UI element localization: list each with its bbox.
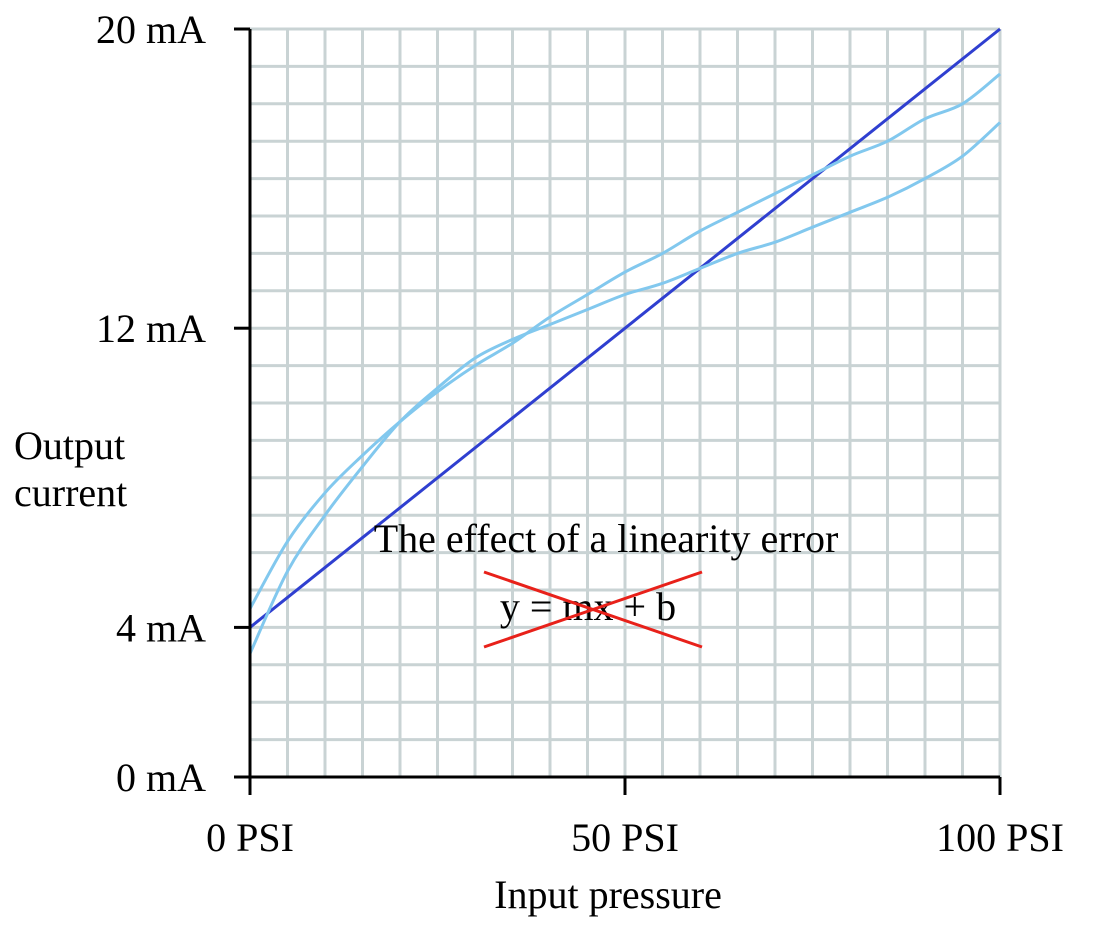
- strike-line-2: [483, 570, 703, 649]
- y-tick-label: 20 mA: [96, 7, 206, 52]
- series-error-curve-2: [248, 121, 1002, 655]
- x-tick-label: 100 PSI: [936, 815, 1064, 860]
- series-error-curve-1: [248, 72, 1001, 610]
- annotation-caption: The effect of a linearity error: [374, 516, 839, 561]
- series-ideal-line: [249, 27, 1001, 629]
- y-axis-title-line-2: current: [14, 470, 127, 515]
- tick-labels: 0 mA 4 mA 12 mA 20 mA 0 PSI 50 PSI 100 PSI: [96, 7, 1064, 860]
- grid: [250, 27, 1002, 777]
- x-axis-title: Input pressure: [494, 872, 722, 917]
- y-tick-label: 12 mA: [96, 306, 206, 351]
- x-tick-label: 50 PSI: [571, 815, 679, 860]
- y-axis-title-line-1: Output: [14, 423, 125, 468]
- y-tick-label: 0 mA: [116, 755, 206, 800]
- x-tick-label: 0 PSI: [206, 815, 294, 860]
- y-tick-label: 4 mA: [116, 605, 206, 650]
- axes: [234, 27, 1002, 795]
- series-layer: [248, 27, 1002, 655]
